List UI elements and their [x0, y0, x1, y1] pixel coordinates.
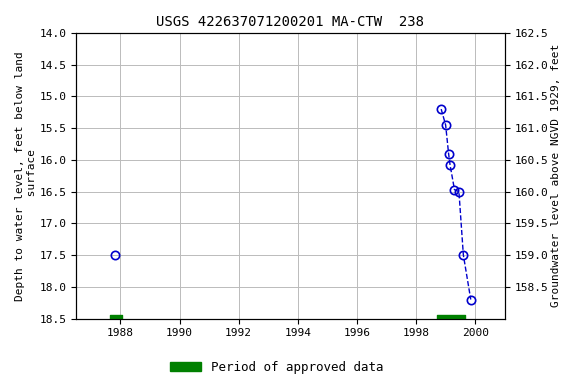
- Y-axis label: Depth to water level, feet below land
 surface: Depth to water level, feet below land su…: [15, 51, 37, 301]
- Y-axis label: Groundwater level above NGVD 1929, feet: Groundwater level above NGVD 1929, feet: [551, 44, 561, 307]
- Legend: Period of approved data: Period of approved data: [169, 361, 384, 374]
- Title: USGS 422637071200201 MA-CTW  238: USGS 422637071200201 MA-CTW 238: [157, 15, 425, 29]
